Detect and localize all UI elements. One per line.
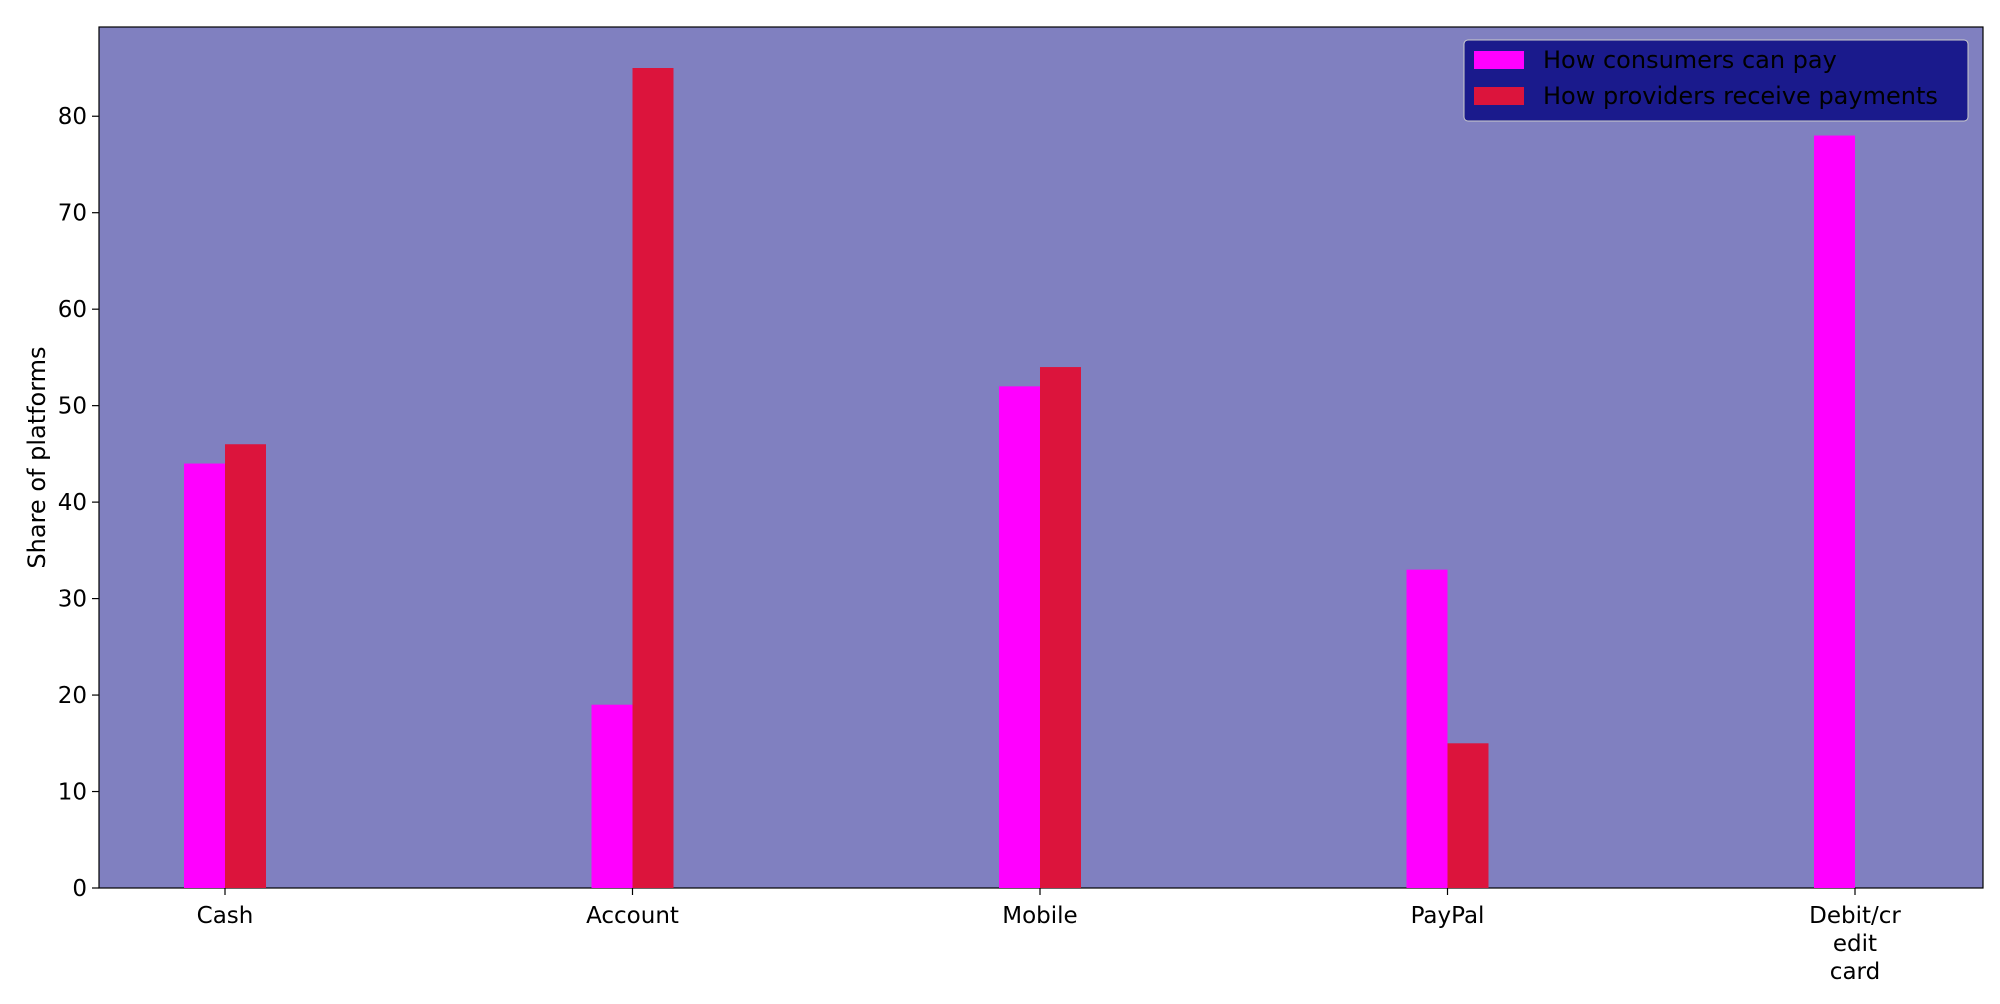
y-tick-label: 40: [58, 490, 87, 516]
y-tick-label: 20: [58, 683, 87, 709]
y-axis: 0 10 20 30 40 50 60 70 80: [58, 104, 99, 902]
y-tick-label: 10: [58, 780, 87, 806]
legend-label: How providers receive payments: [1543, 82, 1938, 110]
legend: How consumers can pay How providers recei…: [1463, 39, 1969, 122]
x-tick-label: Cash: [197, 903, 254, 929]
bar-providers-0: [225, 444, 266, 888]
bar-consumers-2: [999, 386, 1040, 888]
bar-providers-1: [632, 68, 674, 888]
x-tick-label: Mobile: [1002, 903, 1077, 929]
bar-consumers-1: [591, 704, 633, 888]
bar-consumers-0: [184, 463, 225, 888]
y-tick-label: 60: [58, 297, 87, 323]
bars-group: [184, 68, 1855, 888]
y-tick-label: 70: [58, 201, 87, 227]
bar-consumers-3: [1406, 569, 1448, 888]
x-axis: Cash Account Mobile PayPal Debit/cr edit card: [197, 888, 1901, 985]
y-tick-label: 0: [72, 876, 87, 902]
y-tick-label: 30: [58, 587, 87, 613]
x-tick-label: PayPal: [1411, 903, 1485, 929]
legend-label: How consumers can pay: [1543, 46, 1837, 74]
legend-swatch: [1474, 87, 1524, 105]
y-tick-label: 80: [58, 104, 87, 130]
legend-swatch: [1474, 51, 1524, 69]
bar-providers-3: [1447, 743, 1489, 888]
bar-providers-2: [1040, 367, 1081, 888]
legend-box: [1463, 39, 1969, 122]
y-tick-label: 50: [58, 394, 87, 420]
y-axis-label: Share of platforms: [23, 346, 51, 568]
x-tick-label: Debit/cr edit card: [1809, 903, 1901, 985]
bar-consumers-4: [1814, 135, 1855, 888]
x-tick-label: Account: [586, 903, 679, 929]
